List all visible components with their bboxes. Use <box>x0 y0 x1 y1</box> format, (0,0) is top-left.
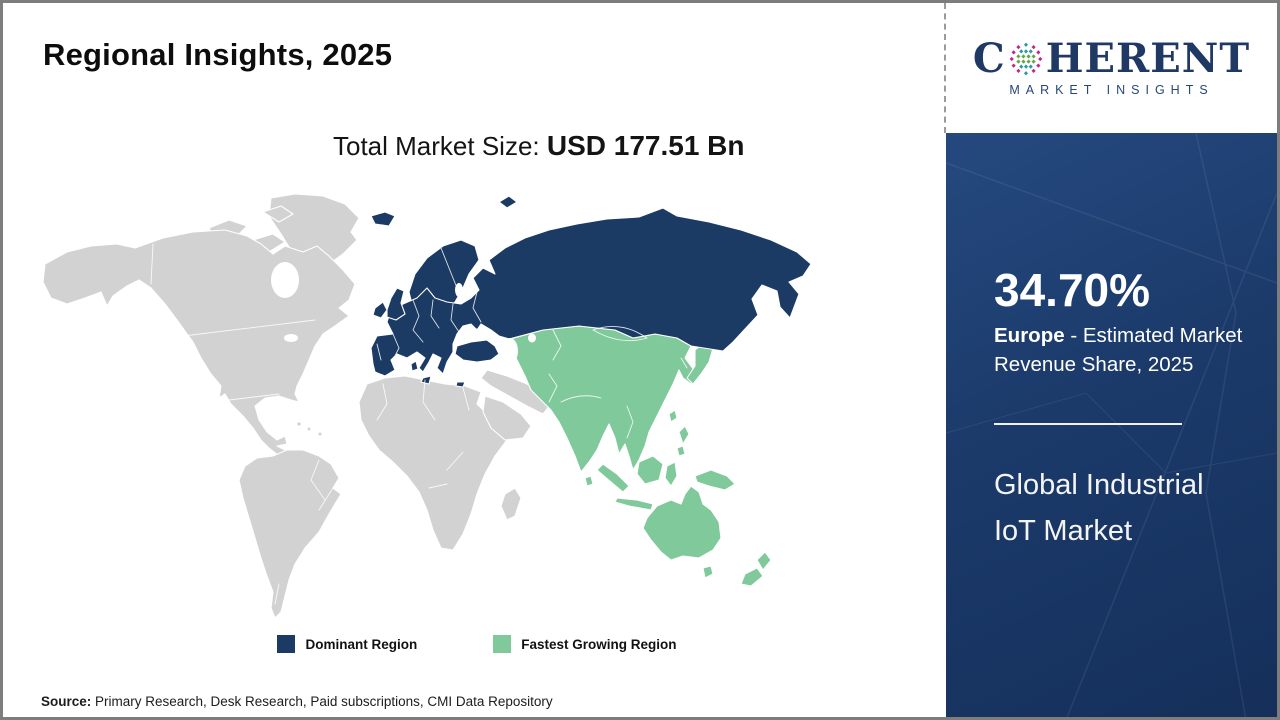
world-map <box>33 188 823 628</box>
region-svalbard <box>498 195 518 209</box>
region-caribbean <box>306 426 312 432</box>
dominant-region-label: Dominant Region <box>305 636 418 652</box>
brand-tagline: MARKET INSIGHTS <box>1009 83 1214 97</box>
aral-sea <box>528 333 536 343</box>
region-south-america <box>238 449 342 619</box>
market-name: Global Industrial IoT Market <box>994 469 1204 547</box>
region-caribbean <box>296 421 302 427</box>
map-region-dominant <box>370 195 812 388</box>
baltic-sea <box>455 283 463 297</box>
source-label: Source: <box>41 694 92 709</box>
region-philippines <box>678 425 690 445</box>
region-arctic-island <box>262 205 294 223</box>
share-region-name: Europe <box>994 324 1065 347</box>
dominant-region-swatch <box>277 635 296 653</box>
region-ireland <box>372 301 388 319</box>
source-line: Source: Primary Research, Desk Research,… <box>41 694 553 709</box>
region-new-zealand <box>756 551 772 571</box>
region-sardinia <box>410 360 419 372</box>
region-taiwan <box>668 409 678 423</box>
source-text: Primary Research, Desk Research, Paid su… <box>91 694 553 709</box>
region-new-zealand <box>740 567 764 587</box>
world-map-svg <box>42 193 812 619</box>
legend: Dominant Region Fastest Growing Region <box>3 635 951 653</box>
region-borneo <box>636 455 664 485</box>
caspian-sea <box>502 338 518 364</box>
growing-region-label: Fastest Growing Region <box>521 636 677 652</box>
great-lakes <box>284 334 298 342</box>
map-seas <box>271 262 536 364</box>
share-description-text: - Estimated Market Revenue Share, 2025 <box>994 324 1243 377</box>
region-europe-russia <box>370 207 812 377</box>
region-madagascar <box>500 487 522 521</box>
region-new-guinea <box>694 469 736 491</box>
black-sea <box>462 328 492 340</box>
region-caribbean <box>317 431 323 437</box>
map-country-borders <box>150 243 688 605</box>
region-uk <box>386 287 406 321</box>
growing-region-swatch <box>493 635 512 653</box>
legend-item-dominant: Dominant Region <box>277 635 417 653</box>
region-greenland <box>268 193 360 265</box>
logo: C HERENT MARKET INSIGHTS <box>944 3 1277 133</box>
region-sulawesi <box>664 461 678 487</box>
sidebar-panel: 34.70% Europe - Estimated Market Revenue… <box>946 133 1277 717</box>
globe-icon <box>1009 42 1043 76</box>
region-tasmania <box>702 565 714 579</box>
region-australia <box>642 485 722 561</box>
total-market-size: Total Market Size: USD 177.51 Bn <box>333 130 745 162</box>
sidebar-map-texture <box>946 133 1277 717</box>
europe-share-description: Europe - Estimated Market Revenue Share,… <box>994 321 1256 379</box>
hudson-bay <box>271 262 299 298</box>
region-sicily <box>420 375 432 385</box>
brand-letters-rest: HERENT <box>1045 35 1251 82</box>
region-crete <box>455 381 466 388</box>
brand-name: C HERENT <box>973 39 1250 79</box>
brand-letter-c: C <box>972 35 1006 82</box>
region-iceland <box>370 211 396 227</box>
sidebar-divider <box>994 423 1182 425</box>
europe-share-value: 34.70% <box>994 264 1151 316</box>
region-middle-east <box>480 369 552 415</box>
region-sri-lanka <box>584 475 594 487</box>
region-sumatra <box>596 463 630 493</box>
region-turkey <box>454 339 500 363</box>
page-title: Regional Insights, 2025 <box>43 37 393 72</box>
region-philippines <box>676 445 686 457</box>
market-size-label: Total Market Size: <box>333 131 547 161</box>
region-arabia <box>482 395 532 441</box>
market-size-value: USD 177.51 Bn <box>546 130 745 161</box>
region-java <box>614 497 654 511</box>
legend-item-growing: Fastest Growing Region <box>493 635 677 653</box>
map-region-growing <box>506 325 772 587</box>
